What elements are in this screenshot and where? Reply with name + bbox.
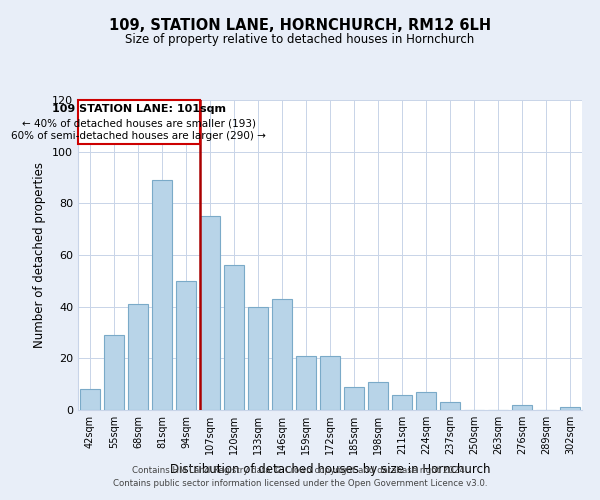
Bar: [224, 266, 244, 410]
Text: 60% of semi-detached houses are larger (290) →: 60% of semi-detached houses are larger (…: [11, 131, 266, 141]
Text: Contains HM Land Registry data © Crown copyright and database right 2024.
Contai: Contains HM Land Registry data © Crown c…: [113, 466, 487, 487]
FancyBboxPatch shape: [78, 100, 200, 144]
Bar: [440, 402, 460, 410]
Bar: [272, 299, 292, 410]
Y-axis label: Number of detached properties: Number of detached properties: [34, 162, 46, 348]
Text: 109 STATION LANE: 101sqm: 109 STATION LANE: 101sqm: [52, 104, 226, 114]
Bar: [152, 180, 172, 410]
Bar: [368, 382, 388, 410]
Bar: [392, 394, 412, 410]
Bar: [200, 216, 220, 410]
Text: ← 40% of detached houses are smaller (193): ← 40% of detached houses are smaller (19…: [22, 118, 256, 128]
Bar: [296, 356, 316, 410]
Bar: [104, 335, 124, 410]
Bar: [344, 387, 364, 410]
Bar: [320, 356, 340, 410]
Bar: [248, 306, 268, 410]
Bar: [512, 405, 532, 410]
Text: Size of property relative to detached houses in Hornchurch: Size of property relative to detached ho…: [125, 32, 475, 46]
Text: 109, STATION LANE, HORNCHURCH, RM12 6LH: 109, STATION LANE, HORNCHURCH, RM12 6LH: [109, 18, 491, 32]
Bar: [80, 390, 100, 410]
Bar: [176, 281, 196, 410]
X-axis label: Distribution of detached houses by size in Hornchurch: Distribution of detached houses by size …: [170, 462, 490, 475]
Bar: [128, 304, 148, 410]
Bar: [560, 408, 580, 410]
Bar: [416, 392, 436, 410]
